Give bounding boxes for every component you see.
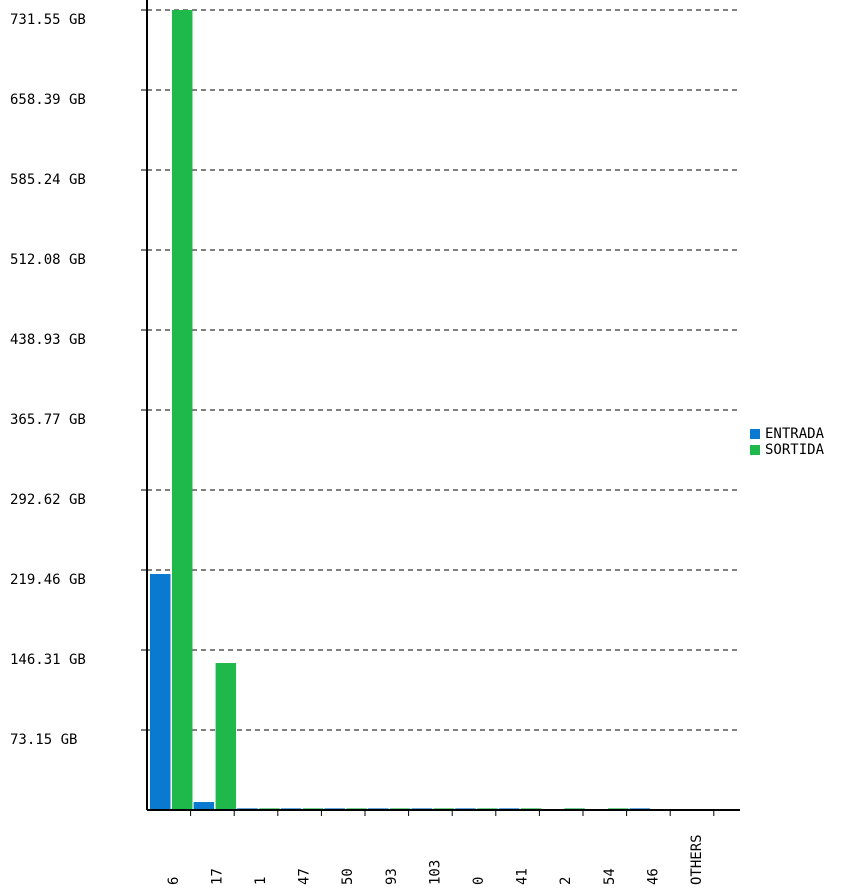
x-tick-label: 41 <box>515 868 531 885</box>
y-tick-label: 365.77 GB <box>10 412 86 428</box>
y-tick-label: 219.46 GB <box>10 572 86 588</box>
bar <box>171 10 193 810</box>
x-tick-label: 6 <box>166 877 182 885</box>
x-tick-label: 103 <box>427 860 443 885</box>
legend-swatch <box>750 445 760 455</box>
bar <box>150 574 171 810</box>
x-tick-label: 50 <box>340 868 356 885</box>
x-tick-label: 17 <box>209 868 225 885</box>
legend-swatch <box>750 429 760 439</box>
y-tick-label: 146.31 GB <box>10 652 86 668</box>
bar <box>193 802 215 810</box>
y-tick-label: 73.15 GB <box>10 732 77 748</box>
x-tick-label: 1 <box>253 877 269 885</box>
x-tick-label: 47 <box>297 868 313 885</box>
y-tick-label: 438.93 GB <box>10 332 86 348</box>
legend-label: SORTIDA <box>765 442 825 458</box>
x-tick-label: 54 <box>602 868 618 885</box>
x-tick-label: 0 <box>471 877 487 885</box>
y-tick-label: 658.39 GB <box>10 92 86 108</box>
x-tick-label: 46 <box>645 868 661 885</box>
legend-label: ENTRADA <box>765 426 825 442</box>
x-tick-label: 2 <box>558 877 574 885</box>
bar <box>215 663 237 810</box>
x-tick-label: 93 <box>384 868 400 885</box>
y-tick-label: 512.08 GB <box>10 252 86 268</box>
y-tick-label: 731.55 GB <box>10 12 86 28</box>
x-tick-label: OTHERS <box>689 834 705 885</box>
y-tick-label: 585.24 GB <box>10 172 86 188</box>
y-tick-label: 292.62 GB <box>10 492 86 508</box>
